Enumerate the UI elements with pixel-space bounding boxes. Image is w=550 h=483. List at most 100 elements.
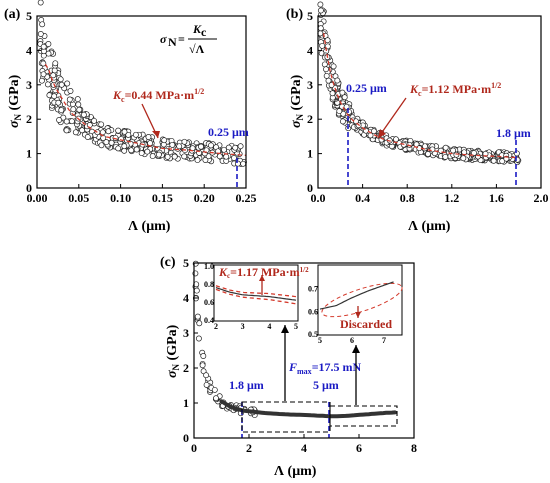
inset-1-ytick-label: 0.8 [204,280,214,289]
panel-a-data-point [55,99,62,106]
panel-a-data-point [79,127,86,134]
panel-b-data-point [323,66,329,73]
panel-c-data-point [200,353,207,359]
panel-c-label: (c) [160,255,176,270]
panel-a-data-point [70,106,77,113]
panel-a-data-point [232,144,239,151]
panel-a-data-point [91,117,98,124]
panel-b-ytick-label: 1 [307,147,313,161]
panel-b-xtick-label: 1.6 [489,191,504,205]
panel-c-xtick-label: 4 [301,441,307,455]
inset-1-arrowhead [259,275,265,281]
panel-b-xtick-label: 0.8 [400,191,415,205]
panel-a-data-point [44,81,51,88]
panel-a-data-point [181,138,188,145]
panel-a-data-point [105,128,112,135]
panel-b-label: (b) [286,7,303,22]
panel-b-data-point [422,143,428,150]
panel-a-data-point [40,43,47,50]
panel-a-xtick-label: 0.20 [194,191,215,205]
panel-b-ytick-label: 0 [307,181,313,195]
panel-a-data-point [103,139,110,146]
inset-1-ytick-label: 0.6 [204,298,214,307]
panel-a-xtick-label: 0.15 [152,191,173,205]
panel-a-data-point [58,107,65,114]
panel-a-data-point [198,143,204,150]
panel-a-ytick-label: 0 [26,181,32,195]
panel-c-data-point [199,362,206,369]
panel-a-data-point [231,155,237,161]
panel-b-xtick-label: 0.4 [355,191,370,205]
panel-c-ytick-label: 2 [183,361,189,375]
panel-b-fit-curve [322,33,519,159]
inset-2-xtick-label: 6 [350,336,354,345]
panel-a-data-point [72,129,79,136]
panel-b-ytick-label: 4 [307,43,313,57]
panel-c-ylabel: σN (GPa) [165,324,181,378]
panel-a-axes: 0.00 0.05 0.10 0.15 0.20 0.25 0 1 2 3 4 5 [26,9,257,205]
panel-c-dense-curve [219,399,397,419]
panel-a-data-point [74,96,81,103]
panel-b-ytick-label: 5 [307,9,313,23]
panel-a-ytick-label: 2 [26,112,32,126]
panel-c-box-2 [329,405,398,427]
panel-b-marker-label-2: 1.8 μm [496,126,531,140]
panel-a-data-point [133,146,140,153]
panel-a-data-point [51,93,58,100]
inset-1-fit-label: Kc=1.17 MPa·m1/2 [218,265,309,280]
panel-b-data-point [339,118,346,125]
panel-a-data-point [108,139,115,146]
inset-1-ytick-label: 0.4 [204,316,214,325]
panel-b-data-point [336,108,343,115]
formula-root: √Λ [189,42,205,56]
panel-b-data-point [319,42,326,49]
panel-b-data-point [339,89,346,96]
panel-b-ytick-label: 3 [307,78,313,92]
inset-1-xtick-label: 2 [214,322,218,331]
panel-b-data-point [450,147,457,154]
panel-c-data-point [196,320,203,327]
panel-b-xtick-label: 1.2 [444,191,459,205]
panel-a-plot-frame [36,15,247,189]
panel-a-data-point [125,131,132,138]
panel-c-data-point [195,335,202,342]
panel-a: (a) 0.00 0.05 0.10 0.15 0.20 0.25 0 1 2 3 4 5 σ N =… [4,0,257,234]
panel-b-data-point [317,1,324,8]
panel-c-ytick-label: 5 [183,256,189,270]
inset-2-frame [317,264,403,336]
panel-a-data-point [68,118,75,125]
panel-b-xtick-label: 2.0 [534,191,549,205]
inset-2-ellipse [321,282,403,318]
panel-a-xtick-label: 0.25 [236,191,257,205]
panel-a-data-point [84,134,91,140]
panel-b-ylabel: σN (GPa) [289,74,305,128]
panel-a-data-point [132,131,139,138]
panel-a-data-point [76,106,83,113]
inset-1-ytick-label: 1.0 [204,262,214,271]
panel-b-data-point [340,110,347,117]
panel-b-marker-label-1: 0.25 μm [346,81,387,95]
panel-a-data-point [169,141,176,148]
panel-a-data-point [40,71,47,78]
formula-k-sub: c [201,25,207,39]
panel-a-data-point [164,153,171,160]
panel-a-ytick-label: 5 [26,9,32,23]
panel-a-data-point [115,145,122,152]
panel-c-ytick-label: 4 [183,291,189,305]
panel-a-xtick-label: 0.00 [27,191,48,205]
panel-a-data-point [45,41,52,47]
inset-1-xtick-label: 3 [241,322,245,331]
panel-c: (c) 0 2 4 6 8 0 1 2 3 4 5 1.8 μm 5 μm Fmax=17.5 mN… [160,255,417,479]
panel-a-fit-label: Kc=0.44 MPa·m1/2 [112,87,204,104]
panel-b-axes: 0.0 0.4 0.8 1.2 1.6 2.0 0 1 2 3 4 5 [307,9,549,205]
panel-b-data-point [330,63,337,70]
inset-1-frame [213,264,299,322]
panel-a-data-point [99,129,106,136]
panel-a-data-point [63,118,70,125]
inset-1: 2 3 4 5 0.4 0.6 0.8 1.0 Kc=1.17 MPa·m1/2 [204,262,309,331]
inset-2: 5 6 7 0.5 0.6 0.7 Discarded [308,264,403,345]
inset-1-curve [215,287,297,301]
panel-b-data-point [393,136,399,143]
panel-b-data-point [317,25,324,32]
